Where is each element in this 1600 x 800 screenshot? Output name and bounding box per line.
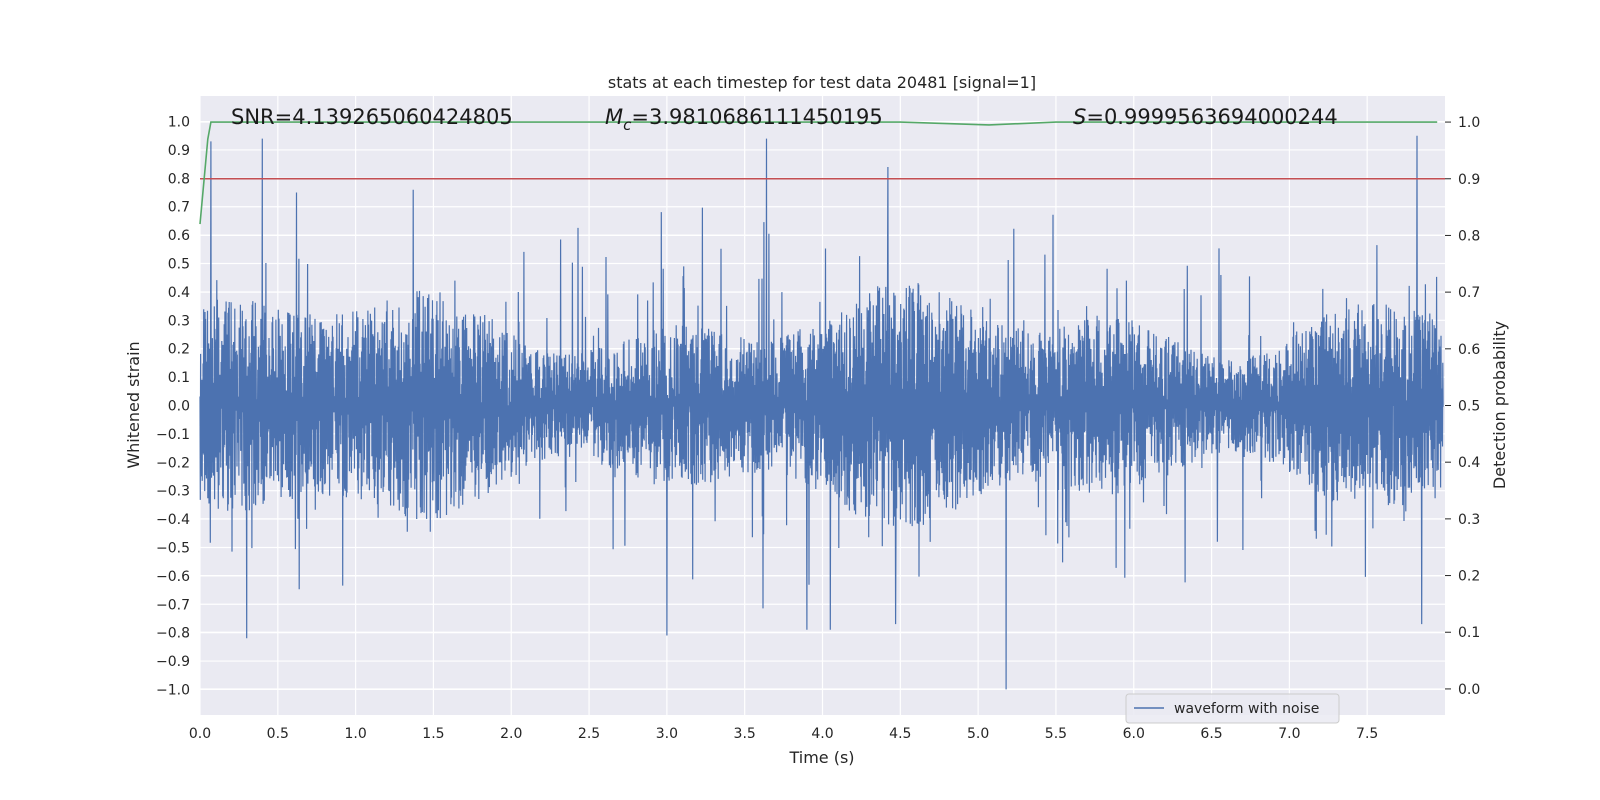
- x-tick-label: 3.0: [656, 726, 678, 742]
- x-tick-label: 6.5: [1200, 726, 1222, 742]
- y-axis-label: Whitened strain: [124, 341, 143, 468]
- x-axis-label: Time (s): [788, 748, 854, 767]
- y-tick-label: 0.1: [168, 370, 190, 386]
- mc-annotation: Mc=3.9810686111450195: [605, 105, 883, 134]
- legend: waveform with noise: [1125, 693, 1340, 724]
- s-symbol: S: [1073, 105, 1086, 129]
- mc-value: =3.9810686111450195: [631, 105, 882, 129]
- mc-symbol: M: [605, 105, 623, 129]
- probability-series: [199, 121, 1438, 225]
- x-tick-label: 5.0: [967, 726, 989, 742]
- x-tick-label: 1.5: [422, 726, 444, 742]
- y2-tick-label: 0.3: [1458, 512, 1480, 528]
- y2-tick-label: 0.7: [1458, 285, 1480, 301]
- y2-tick-label: 0.8: [1458, 228, 1480, 244]
- y-tick-label: −0.3: [156, 484, 190, 500]
- x-tick-label: 2.0: [500, 726, 522, 742]
- y2-tick-label: 0.0: [1458, 682, 1480, 698]
- y-tick-label: −0.5: [156, 540, 190, 556]
- y2-tick-label: 0.9: [1458, 172, 1480, 188]
- y2-tick-label: 0.6: [1458, 342, 1480, 358]
- snr-annotation: SNR=4.139265060424805: [231, 105, 513, 129]
- y2-tick-label: 0.2: [1458, 569, 1480, 585]
- y-tick-label: −0.7: [156, 597, 190, 613]
- x-tick-label: 2.5: [578, 726, 600, 742]
- x-tick-label: 0.5: [267, 726, 289, 742]
- y2-tick-label: 0.1: [1458, 625, 1480, 641]
- y-tick-label: −0.2: [156, 455, 190, 471]
- x-tick-label: 7.5: [1356, 726, 1378, 742]
- x-tick-label: 7.0: [1278, 726, 1300, 742]
- legend-box: [1125, 693, 1340, 724]
- y-tick-label: −0.6: [156, 569, 190, 585]
- x-tick-label: 0.0: [189, 726, 211, 742]
- y2-axis-label: Detection probability: [1490, 321, 1509, 489]
- y-tick-label: 0.3: [168, 313, 190, 329]
- x-tick-label: 5.5: [1045, 726, 1067, 742]
- y2-tick-label: 1.0: [1458, 115, 1480, 131]
- y-tick-label: 0.7: [168, 200, 190, 216]
- y-tick-label: 0.5: [168, 257, 190, 273]
- mc-subscript: c: [623, 116, 632, 134]
- y-tick-label: −0.1: [156, 427, 190, 443]
- y-tick-label: 0.0: [168, 399, 190, 415]
- x-tick-label: 4.5: [889, 726, 911, 742]
- y-tick-label: −0.9: [156, 654, 190, 670]
- y-axis-ticks: 1.0 0.9 0.8 0.7 0.6 0.5 0.4 0.3 0.2 0.1 0.0 −0.1 −0.…: [156, 115, 190, 699]
- y-tick-label: 1.0: [168, 115, 190, 131]
- y-tick-label: 0.8: [168, 171, 190, 187]
- series-layer: [199, 121, 1445, 690]
- x-tick-label: 6.0: [1123, 726, 1145, 742]
- legend-label-waveform: waveform with noise: [1174, 701, 1319, 717]
- y-tick-label: 0.2: [168, 342, 190, 358]
- s-annotation: S=0.9999563694000244: [1073, 105, 1338, 129]
- y-tick-label: 0.4: [168, 285, 190, 301]
- y-tick-label: −0.8: [156, 626, 190, 642]
- y-tick-label: −1.0: [156, 682, 190, 698]
- y-tick-label: 0.9: [168, 143, 190, 159]
- s-value: =0.9999563694000244: [1086, 105, 1337, 129]
- x-tick-label: 1.0: [344, 726, 366, 742]
- x-axis-ticks: 0.0 0.5 1.0 1.5 2.0 2.5 3.0 3.5 4.0 4.5 5.0 5.5 6.0 6…: [189, 726, 1378, 742]
- y-tick-label: 0.6: [168, 228, 190, 244]
- y2-tick-label: 0.5: [1458, 399, 1480, 415]
- x-tick-label: 4.0: [811, 726, 833, 742]
- x-tick-label: 3.5: [734, 726, 756, 742]
- y2-axis-ticks: 1.0 0.9 0.8 0.7 0.6 0.5 0.4 0.3 0.2 0.1 0.0: [1445, 115, 1480, 698]
- waveform-series: [199, 135, 1444, 690]
- y-tick-label: −0.4: [156, 512, 190, 528]
- y2-tick-label: 0.4: [1458, 455, 1480, 471]
- chart-title: stats at each timestep for test data 204…: [608, 73, 1036, 92]
